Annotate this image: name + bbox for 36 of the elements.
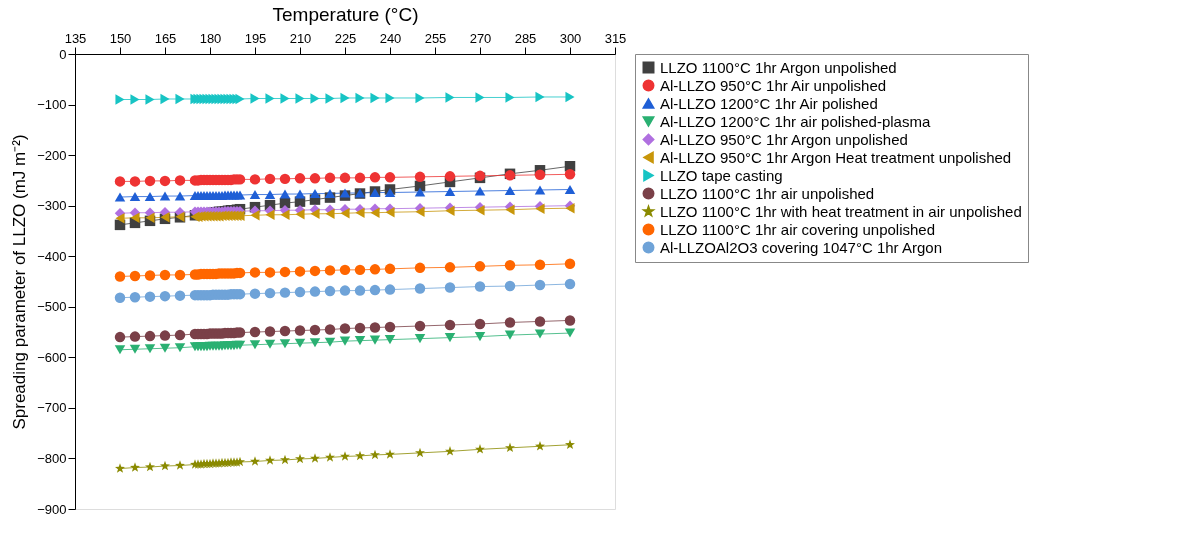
- legend-label: Al-LLZO 950°C 1hr Argon Heat treatment unpolished: [660, 148, 1012, 166]
- legend-label: LLZO tape casting: [660, 166, 783, 184]
- legend-label: LLZO 1100°C 1hr air unpolished: [660, 184, 875, 202]
- y-tick-label: −900: [37, 501, 67, 517]
- legend-label: LLZO 1100°C 1hr Argon unpolished: [660, 58, 897, 76]
- y-tick-label: −400: [37, 248, 67, 264]
- legend-label: LLZO 1100°C 1hr with heat treatment in air unpolished: [660, 202, 1022, 220]
- x-tick-label: 135: [64, 30, 87, 46]
- y-tick-label: −200: [37, 147, 67, 163]
- x-tick-label: 165: [154, 30, 177, 46]
- x-tick-label: 210: [289, 30, 312, 46]
- legend-label: Al-LLZO 1200°C 1hr air polished-plasma: [660, 112, 931, 130]
- x-tick-label: 180: [199, 30, 222, 46]
- y-tick-label: 0: [59, 46, 67, 62]
- y-tick-label: −300: [37, 198, 67, 214]
- y-axis-title: Spreading parameter of LLZO (mJ m⁻²): [10, 134, 30, 430]
- y-tick-label: −600: [37, 349, 67, 365]
- x-tick-label: 270: [469, 30, 492, 46]
- x-tick-label: 285: [514, 30, 537, 46]
- x-tick-label: 195: [244, 30, 267, 46]
- x-tick-label: 240: [379, 30, 402, 46]
- legend-label: Al-LLZO 950°C 1hr Argon unpolished: [660, 130, 908, 148]
- y-tick-label: −100: [37, 97, 67, 113]
- x-tick-label: 225: [334, 30, 357, 46]
- y-tick-label: −700: [37, 400, 67, 416]
- legend-label: LLZO 1100°C 1hr air covering unpolished: [660, 220, 936, 238]
- x-tick-label: 300: [559, 30, 582, 46]
- legend-label: Al-LLZO 1200°C 1hr Air polished: [660, 94, 878, 112]
- legend-label: Al-LLZOAl2O3 covering 1047°C 1hr Argon: [660, 238, 942, 256]
- y-tick-label: −800: [37, 450, 67, 466]
- x-tick-label: 315: [604, 30, 627, 46]
- legend-label: Al-LLZO 950°C 1hr Air unpolished: [660, 76, 887, 94]
- x-axis-title: Temperature (°C): [272, 3, 419, 25]
- y-tick-label: −500: [37, 299, 67, 315]
- x-tick-label: 255: [424, 30, 447, 46]
- x-tick-label: 150: [109, 30, 132, 46]
